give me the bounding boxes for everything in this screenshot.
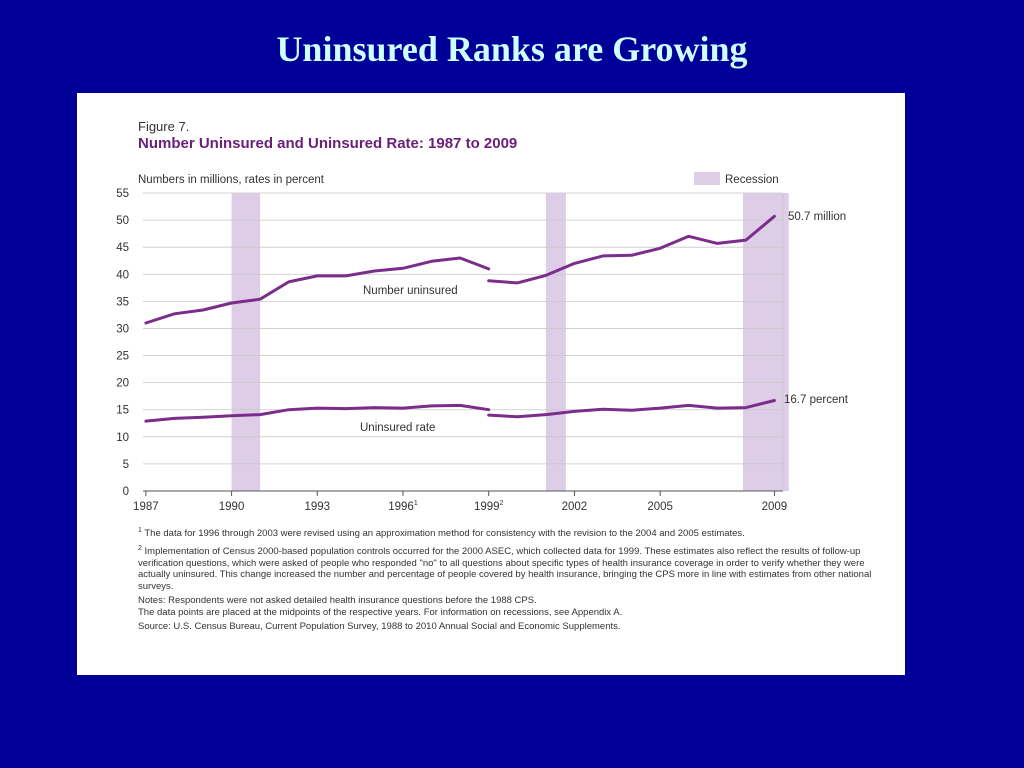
y-tick-label: 20: [116, 378, 129, 390]
y-tick-label: 10: [116, 432, 129, 444]
x-tick-label: 2005: [647, 501, 673, 513]
series-line-number-uninsured-segment-2: [487, 214, 776, 285]
chart: Numbers in millions, rates in percent Re…: [116, 172, 849, 513]
recession-legend-swatch: [694, 172, 720, 185]
notes-line-2: The data points are placed at the midpoi…: [138, 606, 623, 618]
recession-band-3: [743, 193, 789, 491]
recession-legend-label: Recession: [725, 174, 779, 186]
y-tick-label: 30: [116, 323, 129, 335]
x-tick-label: 1987: [133, 501, 159, 513]
y-tick-label: 25: [116, 351, 129, 363]
end-label-number-uninsured: 50.7 million: [788, 211, 846, 223]
y-tick-label: 55: [116, 188, 129, 200]
x-tick-label: 1993: [304, 501, 330, 513]
source-line: Source: U.S. Census Bureau, Current Popu…: [138, 621, 621, 633]
figure-panel: Figure 7. Number Uninsured and Uninsured…: [77, 93, 905, 675]
series-line-number-uninsured-segment-1: [144, 256, 491, 325]
y-tick-label: 40: [116, 269, 129, 281]
x-tick-label: 2009: [762, 501, 788, 513]
footnote-1: 1 The data for 1996 through 2003 were re…: [138, 527, 745, 540]
y-tick-label: 45: [116, 242, 129, 254]
series-line-uninsured-rate-segment-2: [487, 399, 776, 419]
x-tick-label: 2002: [562, 501, 588, 513]
x-tick-label: 19992: [474, 500, 504, 513]
y-tick-label: 15: [116, 405, 129, 417]
notes-line-1: Notes: Respondents were not asked detail…: [138, 595, 537, 607]
y-tick-label: 0: [123, 486, 129, 498]
y-tick-label: 50: [116, 215, 129, 227]
series-label-uninsured-rate: Uninsured rate: [360, 422, 435, 434]
y-tick-label: 5: [123, 459, 129, 471]
series-label-number-uninsured: Number uninsured: [363, 285, 458, 297]
footnotes: 1 The data for 1996 through 2003 were re…: [138, 525, 878, 636]
y-tick-label: 35: [116, 296, 129, 308]
x-tick-label: 1990: [219, 501, 245, 513]
footnote-2: 2 Implementation of Census 2000-based po…: [138, 544, 872, 592]
series-line-uninsured-rate-segment-1: [144, 403, 491, 423]
slide-title: Uninsured Ranks are Growing: [276, 29, 748, 69]
figure-label: Figure 7.: [138, 119, 190, 134]
end-label-uninsured-rate: 16.7 percent: [784, 394, 849, 406]
recession-band-1: [231, 193, 261, 491]
figure-title: Number Uninsured and Uninsured Rate: 198…: [138, 135, 518, 152]
x-tick-label: 19961: [388, 500, 418, 513]
units-note: Numbers in millions, rates in percent: [138, 174, 325, 186]
recession-band-2: [545, 193, 566, 491]
